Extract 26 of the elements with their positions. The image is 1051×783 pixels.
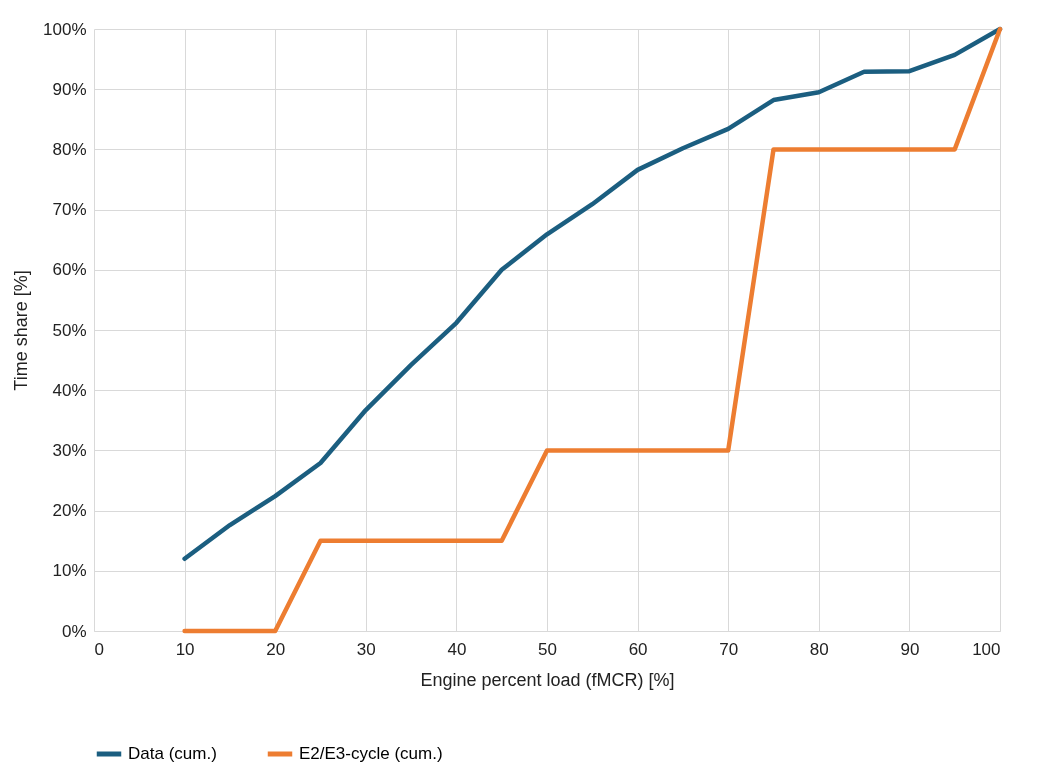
y-tick-label: 70%: [52, 200, 87, 220]
x-tick-label: 90: [900, 639, 920, 659]
x-tick-label: 0: [94, 639, 104, 659]
x-axis-title: Engine percent load (fMCR) [%]: [420, 669, 675, 690]
y-tick-label: 100%: [43, 19, 87, 39]
x-tick-label: 80: [809, 639, 829, 659]
x-tick-label: 60: [628, 639, 648, 659]
y-axis-title: Time share [%]: [11, 270, 32, 391]
y-tick-label: 80%: [52, 139, 87, 159]
legend-label: Data (cum.): [128, 744, 217, 763]
x-tick-label: 100: [972, 639, 1001, 659]
x-tick-label: 30: [356, 639, 376, 659]
y-tick-label: 30%: [52, 440, 87, 460]
x-tick-label: 10: [175, 639, 195, 659]
y-tick-label: 50%: [52, 320, 87, 340]
y-tick-label: 20%: [52, 501, 87, 521]
y-tick-label: 10%: [52, 561, 87, 581]
y-tick-label: 40%: [52, 380, 87, 400]
x-tick-label: 20: [266, 639, 286, 659]
legend-label: E2/E3-cycle (cum.): [299, 744, 443, 763]
x-tick-label: 40: [447, 639, 467, 659]
y-tick-label: 0%: [61, 621, 87, 641]
y-tick-label: 60%: [52, 260, 87, 280]
y-tick-label: 90%: [52, 79, 87, 99]
x-tick-label: 50: [538, 639, 557, 659]
x-tick-label: 70: [719, 639, 739, 659]
